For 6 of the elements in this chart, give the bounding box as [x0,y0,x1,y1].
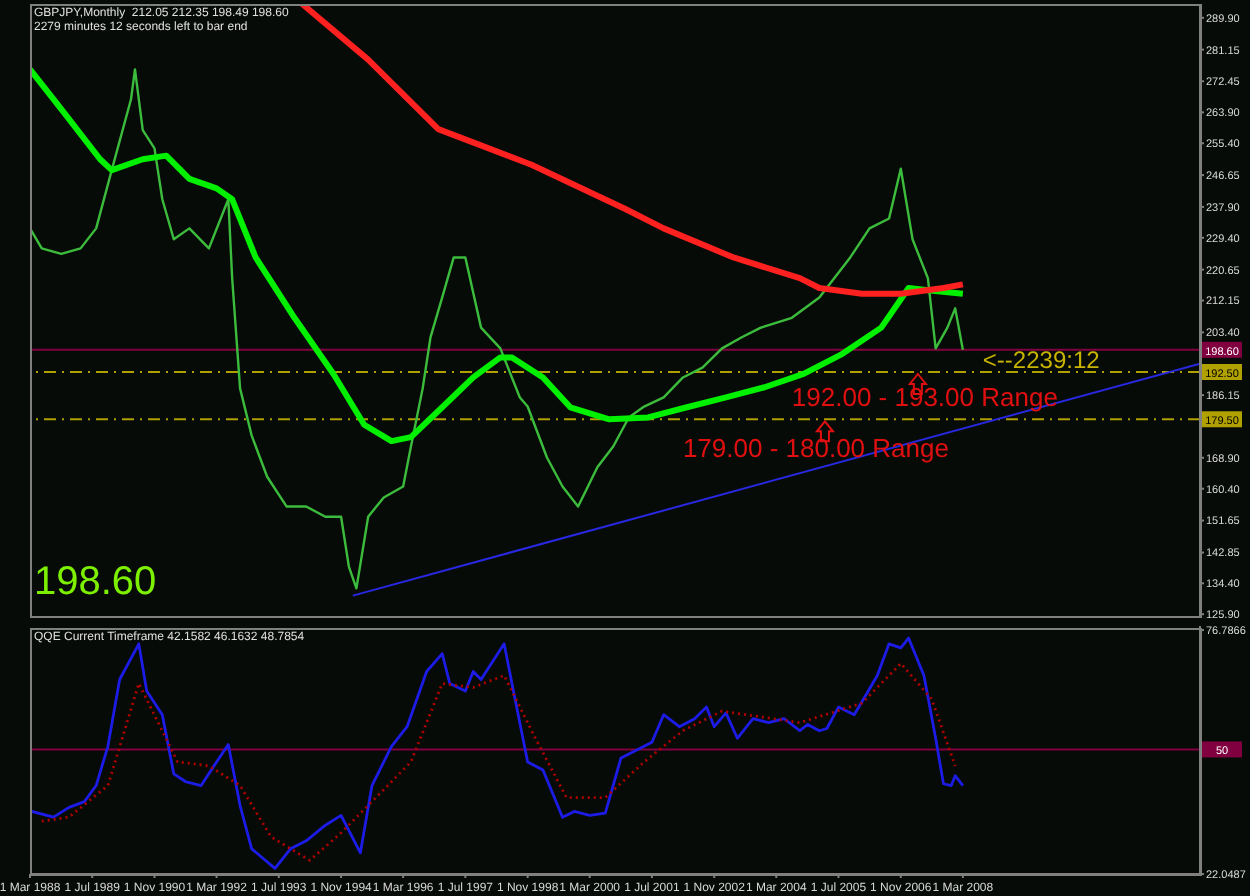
annotation: <--2239:12 [982,345,1101,374]
line-series [40,662,957,862]
annotation: 179.00 - 180.00 Range [682,433,949,464]
annotation: 198.60 [34,560,157,606]
annotation: 192.00 - 193.00 Range [791,382,1058,412]
line-series [299,4,966,297]
